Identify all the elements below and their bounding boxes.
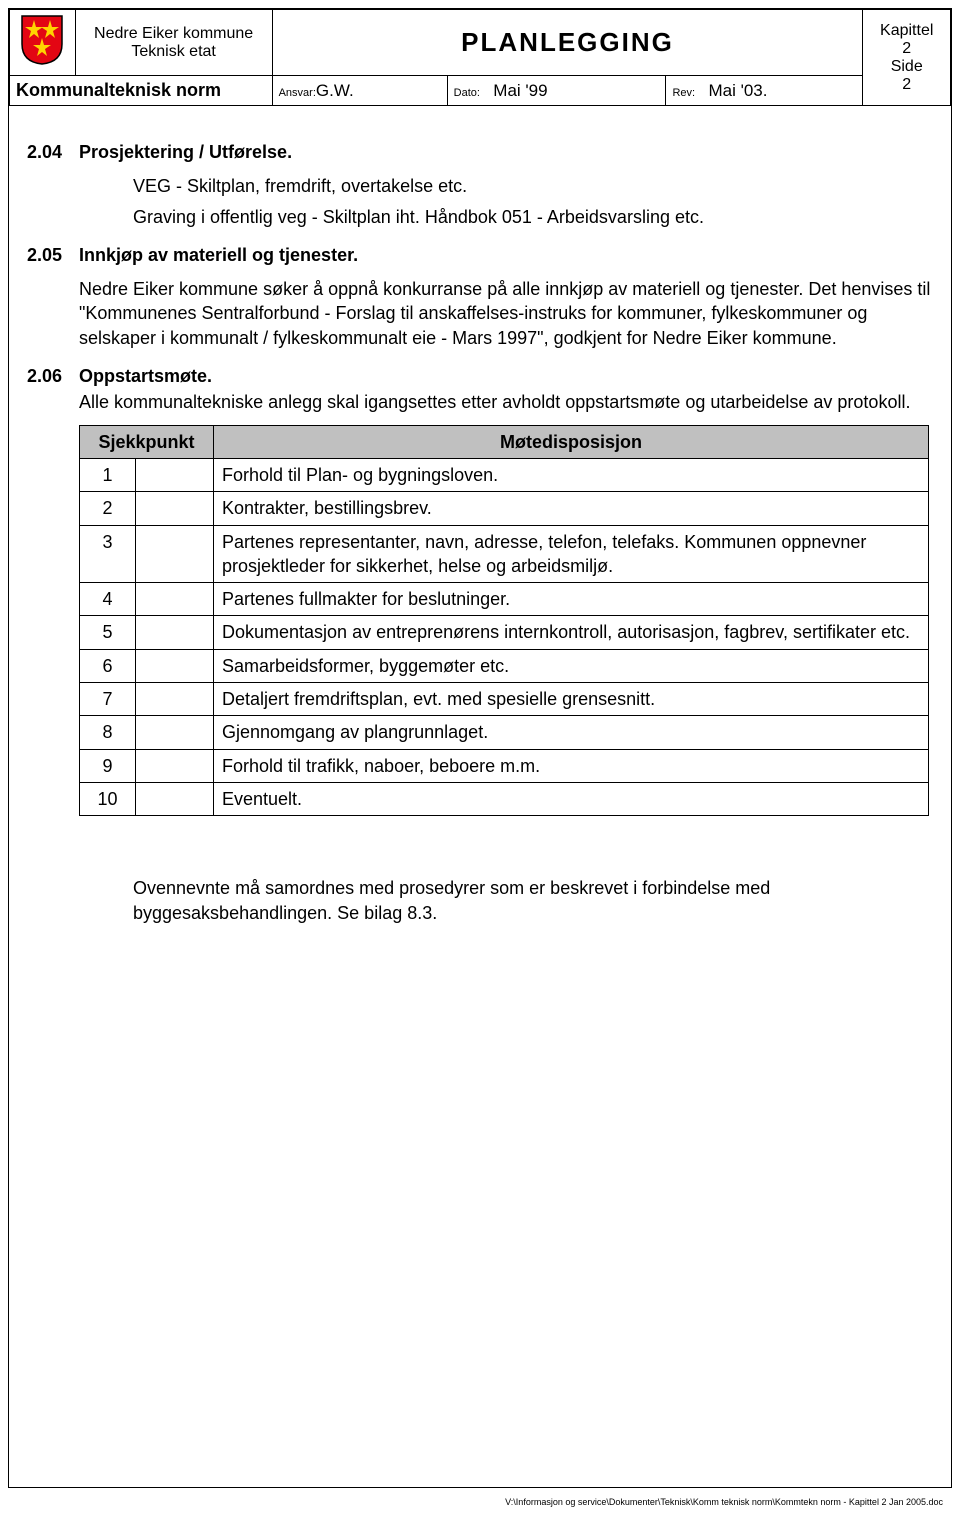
section-206-p1: Alle kommunaltekniske anlegg skal igangs…	[79, 390, 933, 414]
table-row-check	[136, 716, 214, 749]
table-row-text: Samarbeidsformer, byggemøter etc.	[214, 649, 929, 682]
logo-cell	[10, 10, 76, 76]
table-row-check	[136, 782, 214, 815]
norm-label: Kommunalteknisk norm	[10, 76, 273, 106]
section-205-num: 2.05	[27, 243, 69, 267]
org-line1: Nedre Eiker kommune	[82, 25, 266, 43]
section-204-p1: VEG - Skiltplan, fremdrift, overtakelse …	[133, 174, 933, 198]
table-row: 10 Eventuelt.	[80, 782, 929, 815]
section-205-heading: 2.05 Innkjøp av materiell og tjenester.	[27, 243, 933, 267]
dato-cell: Dato: Mai '99	[447, 76, 666, 106]
table-col2-header: Møtedisposisjon	[214, 425, 929, 458]
table-row-num: 6	[80, 649, 136, 682]
kapittel-cell: Kapittel 2 Side 2	[863, 10, 951, 106]
dato-label: Dato:	[454, 87, 480, 99]
closing-paragraph: Ovennevnte må samordnes med prosedyrer s…	[133, 876, 933, 925]
table-row: 7 Detaljert fremdriftsplan, evt. med spes…	[80, 683, 929, 716]
section-204-heading: 2.04 Prosjektering / Utførelse.	[27, 140, 933, 164]
ansvar-cell: Ansvar:G.W.	[272, 76, 447, 106]
table-row-check	[136, 492, 214, 525]
section-206-heading: 2.06 Oppstartsmøte.	[27, 364, 933, 388]
table-row-text: Partenes representanter, navn, adresse, …	[214, 525, 929, 583]
rev-value: Mai '03.	[708, 81, 767, 100]
header-table: Nedre Eiker kommune Teknisk etat PLANLEG…	[9, 9, 951, 106]
section-204-title: Prosjektering / Utførelse.	[79, 140, 292, 164]
table-row-text: Kontrakter, bestillingsbrev.	[214, 492, 929, 525]
section-205-p1: Nedre Eiker kommune søker å oppnå konkur…	[79, 277, 933, 350]
org-cell: Nedre Eiker kommune Teknisk etat	[75, 10, 272, 76]
table-row: 5 Dokumentasjon av entreprenørens internk…	[80, 616, 929, 649]
dato-value: Mai '99	[493, 81, 547, 100]
table-row-check	[136, 649, 214, 682]
table-row-num: 2	[80, 492, 136, 525]
table-row-num: 7	[80, 683, 136, 716]
section-206-title: Oppstartsmøte.	[79, 364, 212, 388]
table-row: 2 Kontrakter, bestillingsbrev.	[80, 492, 929, 525]
table-row-text: Gjennomgang av plangrunnlaget.	[214, 716, 929, 749]
rev-cell: Rev: Mai '03.	[666, 76, 863, 106]
table-row: 1 Forhold til Plan- og bygningsloven.	[80, 458, 929, 491]
table-row-num: 10	[80, 782, 136, 815]
table-header-row: Sjekkpunkt Møtedisposisjon	[80, 425, 929, 458]
table-row: 6 Samarbeidsformer, byggemøter etc.	[80, 649, 929, 682]
table-row: 3 Partenes representanter, navn, adresse,…	[80, 525, 929, 583]
table-row: 8 Gjennomgang av plangrunnlaget.	[80, 716, 929, 749]
table-row: 9 Forhold til trafikk, naboer, beboere m.…	[80, 749, 929, 782]
kapittel-label: Kapittel	[869, 22, 944, 40]
side-label: Side	[869, 58, 944, 76]
table-row-check	[136, 749, 214, 782]
table-row-text: Eventuelt.	[214, 782, 929, 815]
table-row-num: 5	[80, 616, 136, 649]
table-row-check	[136, 525, 214, 583]
kapittel-num: 2	[869, 40, 944, 58]
section-205-title: Innkjøp av materiell og tjenester.	[79, 243, 358, 267]
table-row-check	[136, 616, 214, 649]
table-row-text: Forhold til Plan- og bygningsloven.	[214, 458, 929, 491]
section-206-num: 2.06	[27, 364, 69, 388]
table-row: 4 Partenes fullmakter for beslutninger.	[80, 583, 929, 616]
table-row-num: 4	[80, 583, 136, 616]
side-num: 2	[869, 76, 944, 94]
page-title: PLANLEGGING	[461, 27, 674, 57]
table-row-check	[136, 683, 214, 716]
title-cell: PLANLEGGING	[272, 10, 863, 76]
footer-file-path: V:\Informasjon og service\Dokumenter\Tek…	[505, 1497, 943, 1507]
table-row-text: Dokumentasjon av entreprenørens internko…	[214, 616, 929, 649]
table-col1-header: Sjekkpunkt	[80, 425, 214, 458]
table-row-text: Partenes fullmakter for beslutninger.	[214, 583, 929, 616]
ansvar-label: Ansvar:	[279, 87, 316, 99]
table-row-check	[136, 458, 214, 491]
org-line2: Teknisk etat	[82, 43, 266, 61]
table-row-num: 3	[80, 525, 136, 583]
table-row-text: Detaljert fremdriftsplan, evt. med spesi…	[214, 683, 929, 716]
rev-label: Rev:	[672, 87, 695, 99]
table-row-num: 1	[80, 458, 136, 491]
table-row-check	[136, 583, 214, 616]
page-frame: Nedre Eiker kommune Teknisk etat PLANLEG…	[8, 8, 952, 1488]
section-204-num: 2.04	[27, 140, 69, 164]
ansvar-value: G.W.	[316, 81, 354, 100]
section-204-p2: Graving i offentlig veg - Skiltplan iht.…	[133, 205, 933, 229]
table-row-text: Forhold til trafikk, naboer, beboere m.m…	[214, 749, 929, 782]
table-row-num: 9	[80, 749, 136, 782]
table-row-num: 8	[80, 716, 136, 749]
content-area: 2.04 Prosjektering / Utførelse. VEG - Sk…	[9, 106, 951, 949]
municipal-shield-icon	[20, 14, 64, 66]
checklist-table: Sjekkpunkt Møtedisposisjon 1 Forhold til …	[79, 425, 929, 817]
